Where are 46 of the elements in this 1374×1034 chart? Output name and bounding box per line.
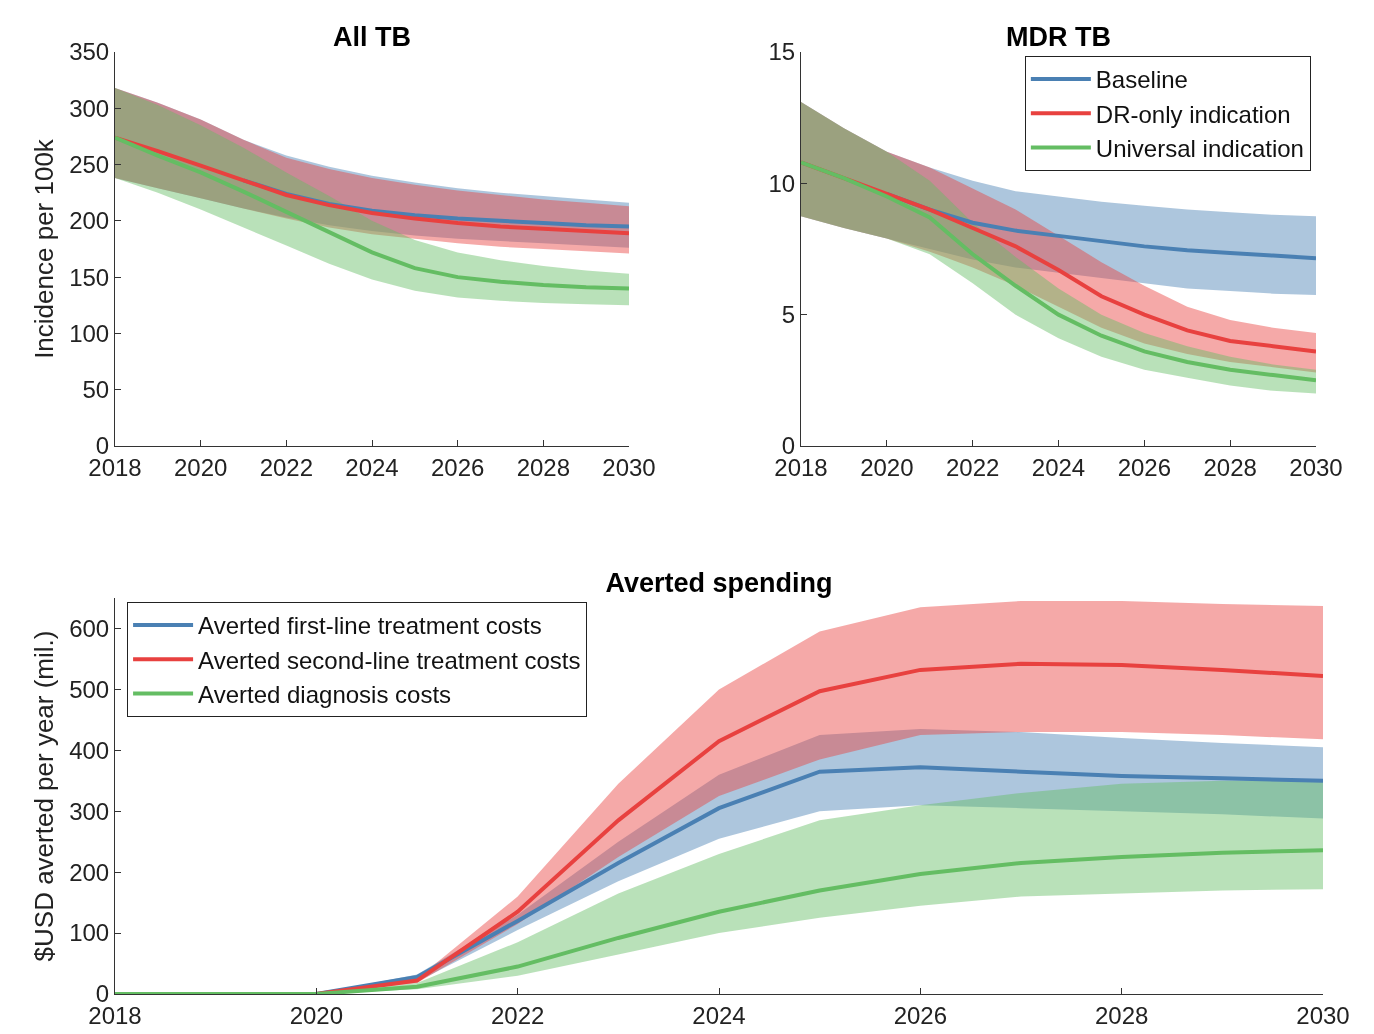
- x-tick-label: 2026: [893, 1001, 948, 1029]
- y-tick-label: 15: [768, 38, 796, 66]
- x-tick-label: 2020: [860, 453, 914, 481]
- x-tick-label: 2020: [289, 1001, 344, 1029]
- legend-label: Baseline: [1095, 66, 1188, 94]
- y-axis-title: Incidence per 100k: [28, 138, 59, 359]
- x-tick-label: 2028: [1094, 1001, 1149, 1029]
- x-tick-label: 2024: [1031, 453, 1086, 481]
- y-tick-label: 100: [69, 319, 110, 347]
- y-tick-label: 50: [82, 376, 110, 404]
- x-tick-label: 2024: [345, 453, 399, 481]
- y-tick-label: 10: [768, 169, 796, 197]
- y-tick-label: 5: [781, 301, 796, 329]
- y-tick-label: 200: [69, 207, 110, 235]
- x-tick-label: 2022: [945, 453, 1000, 481]
- y-tick-label: 100: [69, 919, 110, 947]
- legend-label: Averted second-line treatment costs: [198, 646, 581, 674]
- y-tick-label: 300: [69, 797, 110, 825]
- legend-label: Averted diagnosis costs: [198, 680, 452, 708]
- y-axis-title: $USD averted per year (mil.): [28, 630, 59, 962]
- x-tick-label: 2024: [692, 1001, 746, 1029]
- y-tick-label: 150: [69, 263, 110, 291]
- x-tick-label: 2030: [1289, 453, 1343, 481]
- x-tick-label: 2022: [259, 453, 314, 481]
- y-tick-label: 250: [69, 150, 110, 178]
- y-tick-label: 200: [69, 858, 110, 886]
- y-tick-label: 500: [69, 675, 110, 703]
- y-tick-label: 300: [69, 94, 110, 122]
- x-tick-label: 2030: [602, 453, 656, 481]
- x-tick-label: 2020: [173, 453, 228, 481]
- y-tick-label: 400: [69, 736, 110, 764]
- line-series: [115, 135, 629, 291]
- chart-title: MDR TB: [1006, 22, 1111, 52]
- chart-title: Averted spending: [605, 568, 833, 598]
- legend-label: Universal indication: [1095, 134, 1304, 162]
- legend-label: DR-only indication: [1095, 100, 1291, 128]
- legend-label: Averted first-line treatment costs: [198, 612, 542, 640]
- x-tick-label: 2026: [1117, 453, 1172, 481]
- x-tick-label: 2022: [490, 1001, 545, 1029]
- x-tick-label: 2026: [430, 453, 485, 481]
- x-tick-label: 2028: [1203, 453, 1257, 481]
- chart-title: All TB: [333, 22, 411, 52]
- x-tick-label: 2030: [1296, 1001, 1350, 1029]
- y-tick-label: 600: [69, 614, 110, 642]
- x-tick-label: 2028: [516, 453, 571, 481]
- y-tick-label: 350: [69, 38, 110, 66]
